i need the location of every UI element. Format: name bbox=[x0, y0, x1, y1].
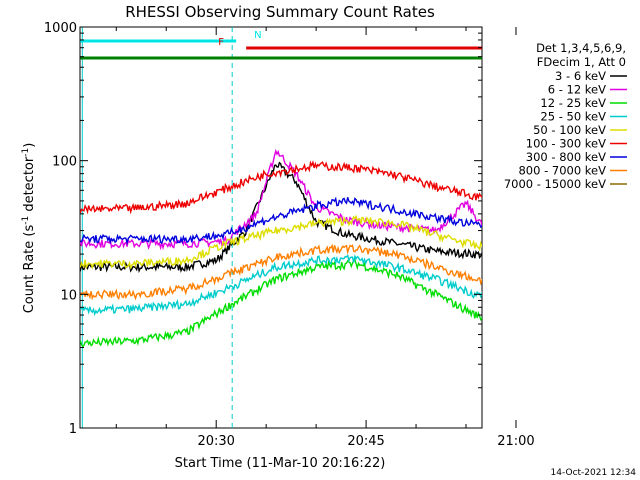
y-axis-label: Count Rate (s-1 detector-1) bbox=[21, 143, 37, 314]
series-line-7 bbox=[80, 243, 482, 301]
x-tick-label-1: 20:45 bbox=[347, 434, 384, 449]
series-line-6 bbox=[80, 196, 482, 246]
plot-frame bbox=[79, 26, 483, 429]
y-tick-label-0: 1 bbox=[69, 422, 77, 437]
plot-area: NFRD0RD4 bbox=[79, 26, 483, 429]
y-axis-ticks: 1 10 100 1000 bbox=[44, 21, 482, 437]
legend-label-1: 6 - 12 keV bbox=[548, 83, 606, 97]
series-line-4 bbox=[80, 214, 482, 270]
legend: Det 1,3,4,5,6,9, FDecim 1, Att 0 3 - 6 k… bbox=[504, 41, 627, 191]
legend-label-5: 100 - 300 keV bbox=[526, 137, 606, 151]
flag-label-f: F bbox=[218, 37, 224, 48]
legend-label-0: 3 - 6 keV bbox=[555, 69, 606, 83]
legend-header-line-1: Det 1,3,4,5,6,9, bbox=[536, 41, 626, 55]
legend-label-8: 7000 - 15000 keV bbox=[504, 177, 606, 191]
series-line-2 bbox=[80, 258, 482, 348]
series-line-5 bbox=[80, 160, 482, 215]
legend-label-3: 25 - 50 keV bbox=[540, 110, 606, 124]
series-line-3 bbox=[80, 254, 482, 317]
generation-timestamp: 14-Oct-2021 12:34 bbox=[551, 468, 637, 478]
series-line-1 bbox=[80, 148, 482, 251]
legend-header-line-2: FDecim 1, Att 0 bbox=[537, 55, 626, 69]
chart-title: RHESSI Observing Summary Count Rates bbox=[125, 3, 435, 21]
x-tick-label-0: 20:30 bbox=[197, 434, 234, 449]
x-axis-label: Start Time (11-Mar-10 20:16:22) bbox=[175, 456, 386, 471]
x-tick-label-2: 21:00 bbox=[497, 434, 534, 449]
data-layer bbox=[80, 27, 482, 428]
y-tick-label-2: 100 bbox=[52, 155, 77, 170]
y-tick-label-1: 10 bbox=[60, 288, 77, 303]
legend-label-4: 50 - 100 keV bbox=[533, 123, 606, 137]
flag-label-n: N bbox=[254, 30, 261, 41]
legend-label-6: 300 - 800 keV bbox=[526, 150, 606, 164]
legend-label-7: 800 - 7000 keV bbox=[518, 164, 606, 178]
legend-label-2: 12 - 25 keV bbox=[540, 96, 606, 110]
y-tick-label-3: 1000 bbox=[44, 21, 77, 36]
